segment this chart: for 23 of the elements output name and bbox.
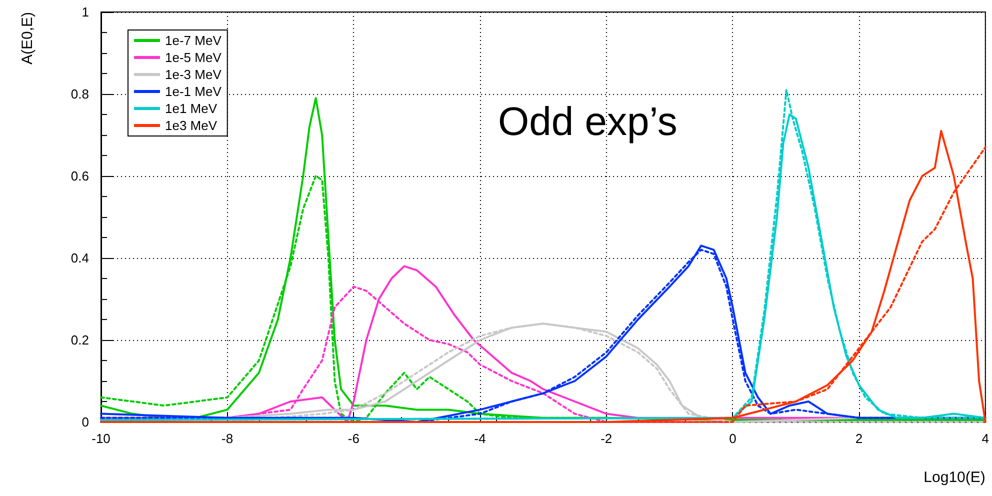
- legend-label: 1e3 MeV: [165, 118, 218, 133]
- x-tick-label: 0: [729, 431, 736, 446]
- x-tick-label: 4: [982, 431, 989, 446]
- legend-label: 1e-5 MeV: [165, 50, 222, 65]
- y-tick-label: 1: [82, 4, 89, 20]
- legend-label: 1e-7 MeV: [165, 33, 222, 48]
- legend-label: 1e1 MeV: [165, 101, 218, 116]
- x-tick-label: 2: [855, 431, 863, 446]
- y-tick-label: 0.6: [70, 168, 89, 184]
- x-axis-title: Log10(E): [924, 469, 986, 486]
- annotation: Odd exp’s: [498, 100, 678, 144]
- x-tick-label: -8: [222, 431, 234, 446]
- x-tick-label: -2: [600, 431, 612, 446]
- legend-label: 1e-1 MeV: [165, 84, 222, 99]
- x-tick-label: -4: [474, 431, 486, 446]
- y-tick-label: 0.2: [70, 332, 89, 348]
- y-tick-label: 0: [82, 414, 89, 430]
- x-tick-label: -6: [348, 431, 360, 446]
- legend-label: 1e-3 MeV: [165, 67, 222, 82]
- y-tick-label: 0.4: [70, 250, 89, 266]
- y-axis-title: A(E0,E): [19, 12, 36, 65]
- y-tick-label: 0.8: [70, 86, 89, 102]
- x-tick-label: -10: [92, 431, 110, 446]
